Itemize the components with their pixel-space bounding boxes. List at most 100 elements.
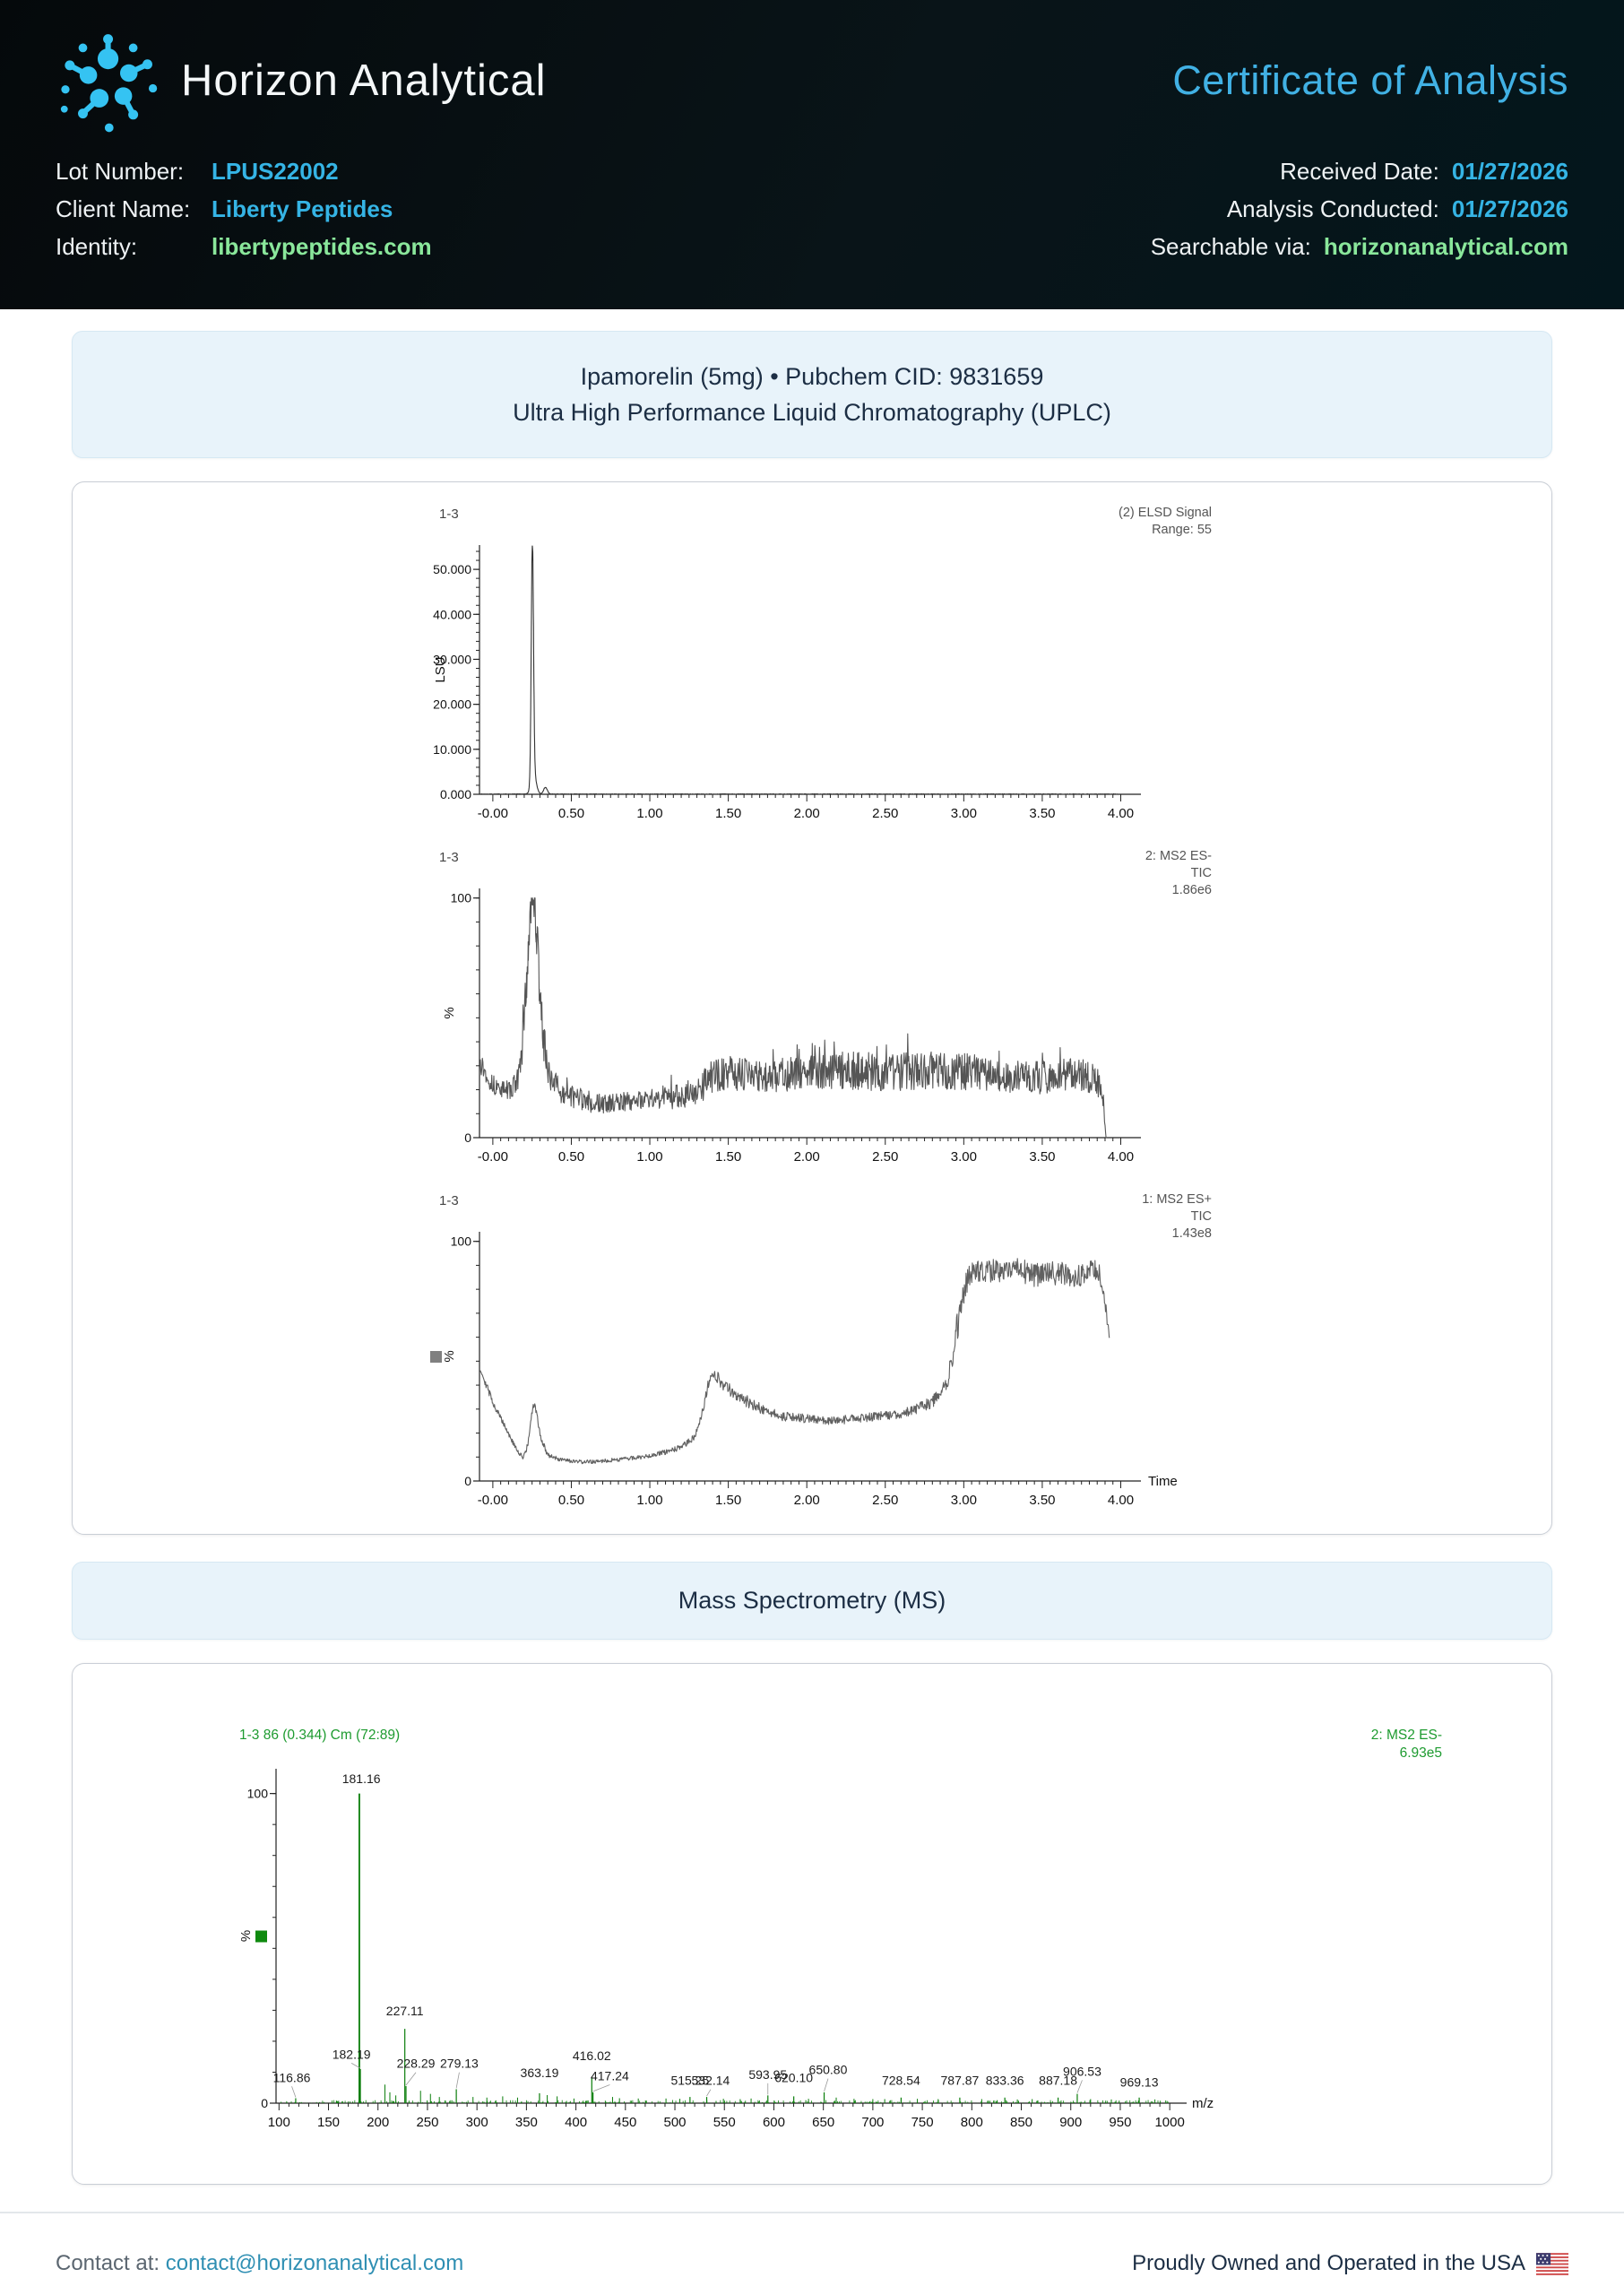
ms-chart-panel: 1-3 86 (0.344) Cm (72:89) 2: MS2 ES- 6.93e… [72,1663,1552,2185]
svg-text:1.86e6: 1.86e6 [1172,883,1212,897]
svg-text:50.000: 50.000 [433,562,471,576]
svg-text:150: 150 [317,2115,340,2130]
lot-number-row: Lot Number: LPUS22002 [56,158,557,186]
svg-text:LSU: LSU [433,656,448,682]
svg-text:10.000: 10.000 [433,742,471,757]
svg-text:30.000: 30.000 [433,652,471,666]
svg-text:950: 950 [1109,2115,1131,2130]
received-date-label: Received Date: [1280,158,1439,185]
contact-label: Contact at: [56,2251,160,2275]
brand: Horizon Analytical [56,26,546,135]
svg-text:0: 0 [464,1474,471,1488]
svg-text:300: 300 [466,2115,488,2130]
usa-flag-icon [1536,2252,1568,2275]
svg-text:1.43e8: 1.43e8 [1172,1226,1212,1241]
svg-text:417.24: 417.24 [591,2069,629,2083]
svg-text:833.36: 833.36 [986,2074,1024,2088]
svg-text:363.19: 363.19 [521,2066,559,2080]
svg-text:-0.00: -0.00 [478,1493,508,1508]
svg-text:100: 100 [451,1234,472,1249]
svg-text:-0.00: -0.00 [478,1149,508,1165]
dates-block: Received Date: 01/27/2026 Analysis Condu… [1151,158,1568,261]
contact-email-link[interactable]: contact@horizonanalytical.com [165,2251,464,2275]
svg-text:787.87: 787.87 [941,2074,980,2088]
svg-text:900: 900 [1059,2115,1082,2130]
svg-text:%: % [442,1350,457,1362]
mass-spectrum-chart: 1-3 86 (0.344) Cm (72:89) 2: MS2 ES- 6.93e… [236,1718,1551,2157]
sample-title: Ipamorelin (5mg) • Pubchem CID: 9831659 [580,363,1044,390]
svg-text:250: 250 [416,2115,438,2130]
received-date-row: Received Date: 01/27/2026 [1151,158,1568,186]
searchable-value: horizonanalytical.com [1323,233,1568,260]
svg-text:0: 0 [464,1130,471,1145]
svg-text:2.50: 2.50 [872,806,898,821]
svg-text:4.00: 4.00 [1108,1149,1134,1165]
svg-text:100: 100 [247,1787,269,1801]
svg-text:532.14: 532.14 [692,2074,730,2088]
svg-text:850: 850 [1010,2115,1032,2130]
svg-text:2.00: 2.00 [794,1149,820,1165]
uplc-chart-panel: 1-3 (2) ELSD Signal Range: 55 0.000 10.000 20… [72,481,1552,1535]
svg-text:3.50: 3.50 [1029,1149,1055,1165]
footer: Contact at: contact@horizonanalytical.co… [0,2212,1624,2294]
svg-text:969.13: 969.13 [1120,2074,1159,2089]
lot-number-value: LPUS22002 [212,158,339,185]
svg-text:0.50: 0.50 [558,806,584,821]
svg-text:m/z: m/z [1192,2096,1214,2111]
svg-text:700: 700 [861,2115,884,2130]
svg-text:227.11: 227.11 [386,2004,424,2018]
svg-text:1.50: 1.50 [715,806,741,821]
analysis-date-value: 01/27/2026 [1451,195,1568,222]
ms2-es-pos-tic-chromatogram: 1-3 1: MS2 ES+ TIC 1.43e8 0 100% -0.00 0.50 1.00… [427,1183,1551,1527]
svg-text:40.000: 40.000 [433,607,471,621]
svg-text:0.000: 0.000 [440,787,471,801]
searchable-label: Searchable via: [1150,233,1311,260]
svg-text:906.53: 906.53 [1063,2064,1101,2078]
svg-text:1-3: 1-3 [439,1193,459,1208]
lot-info-block: Lot Number: LPUS22002 Client Name: Liber… [56,158,557,261]
svg-text:1.50: 1.50 [715,1493,741,1508]
svg-text:181.16: 181.16 [342,1771,381,1786]
analysis-date-label: Analysis Conducted: [1226,195,1439,222]
svg-text:100: 100 [451,891,472,905]
company-name: Horizon Analytical [181,56,547,105]
svg-text:TIC: TIC [1191,866,1212,880]
svg-text:2.00: 2.00 [794,1493,820,1508]
svg-text:1.50: 1.50 [715,1149,741,1165]
svg-text:1.00: 1.00 [636,1493,662,1508]
svg-text:1-3: 1-3 [439,850,459,865]
received-date-value: 01/27/2026 [1451,158,1568,185]
uplc-section-header: Ipamorelin (5mg) • Pubchem CID: 9831659 … [72,331,1552,458]
svg-text:0: 0 [261,2096,268,2110]
svg-text:1-3 86 (0.344) Cm (72:89): 1-3 86 (0.344) Cm (72:89) [239,1728,400,1743]
svg-text:Range: 55: Range: 55 [1152,523,1212,537]
svg-text:800: 800 [961,2115,983,2130]
contact-line: Contact at: contact@horizonanalytical.co… [56,2251,463,2276]
svg-text:-0.00: -0.00 [478,806,508,821]
svg-text:3.50: 3.50 [1029,806,1055,821]
svg-text:515.25: 515.25 [670,2074,709,2088]
header: Horizon Analytical Certificate of Analys… [0,0,1624,309]
elsd-chromatogram: 1-3 (2) ELSD Signal Range: 55 0.000 10.000 20… [427,497,1551,840]
document-title: Certificate of Analysis [1172,57,1568,103]
svg-text:2.00: 2.00 [794,806,820,821]
client-name-value: Liberty Peptides [212,195,393,222]
svg-text:Time: Time [1148,1474,1178,1489]
ms2-es-neg-tic-chromatogram: 1-3 2: MS2 ES- TIC 1.86e6 0 100% -0.00 0.50 1.00… [427,840,1551,1183]
svg-text:%: % [238,1930,254,1942]
svg-text:400: 400 [565,2115,587,2130]
identity-label: Identity: [56,233,138,260]
svg-text:2: MS2 ES-: 2: MS2 ES- [1371,1728,1442,1743]
svg-text:2: MS2 ES-: 2: MS2 ES- [1145,849,1212,863]
svg-text:1: MS2 ES+: 1: MS2 ES+ [1142,1192,1212,1207]
svg-text:3.00: 3.00 [951,1149,977,1165]
svg-text:1-3: 1-3 [439,507,459,522]
svg-text:0.50: 0.50 [558,1493,584,1508]
lot-number-label: Lot Number: [56,158,185,185]
svg-text:650: 650 [812,2115,834,2130]
svg-text:0.50: 0.50 [558,1149,584,1165]
ms-section-header: Mass Spectrometry (MS) [72,1562,1552,1640]
searchable-row: Searchable via: horizonanalytical.com [1151,233,1568,261]
svg-text:1.00: 1.00 [636,806,662,821]
svg-text:887.18: 887.18 [1039,2074,1077,2088]
